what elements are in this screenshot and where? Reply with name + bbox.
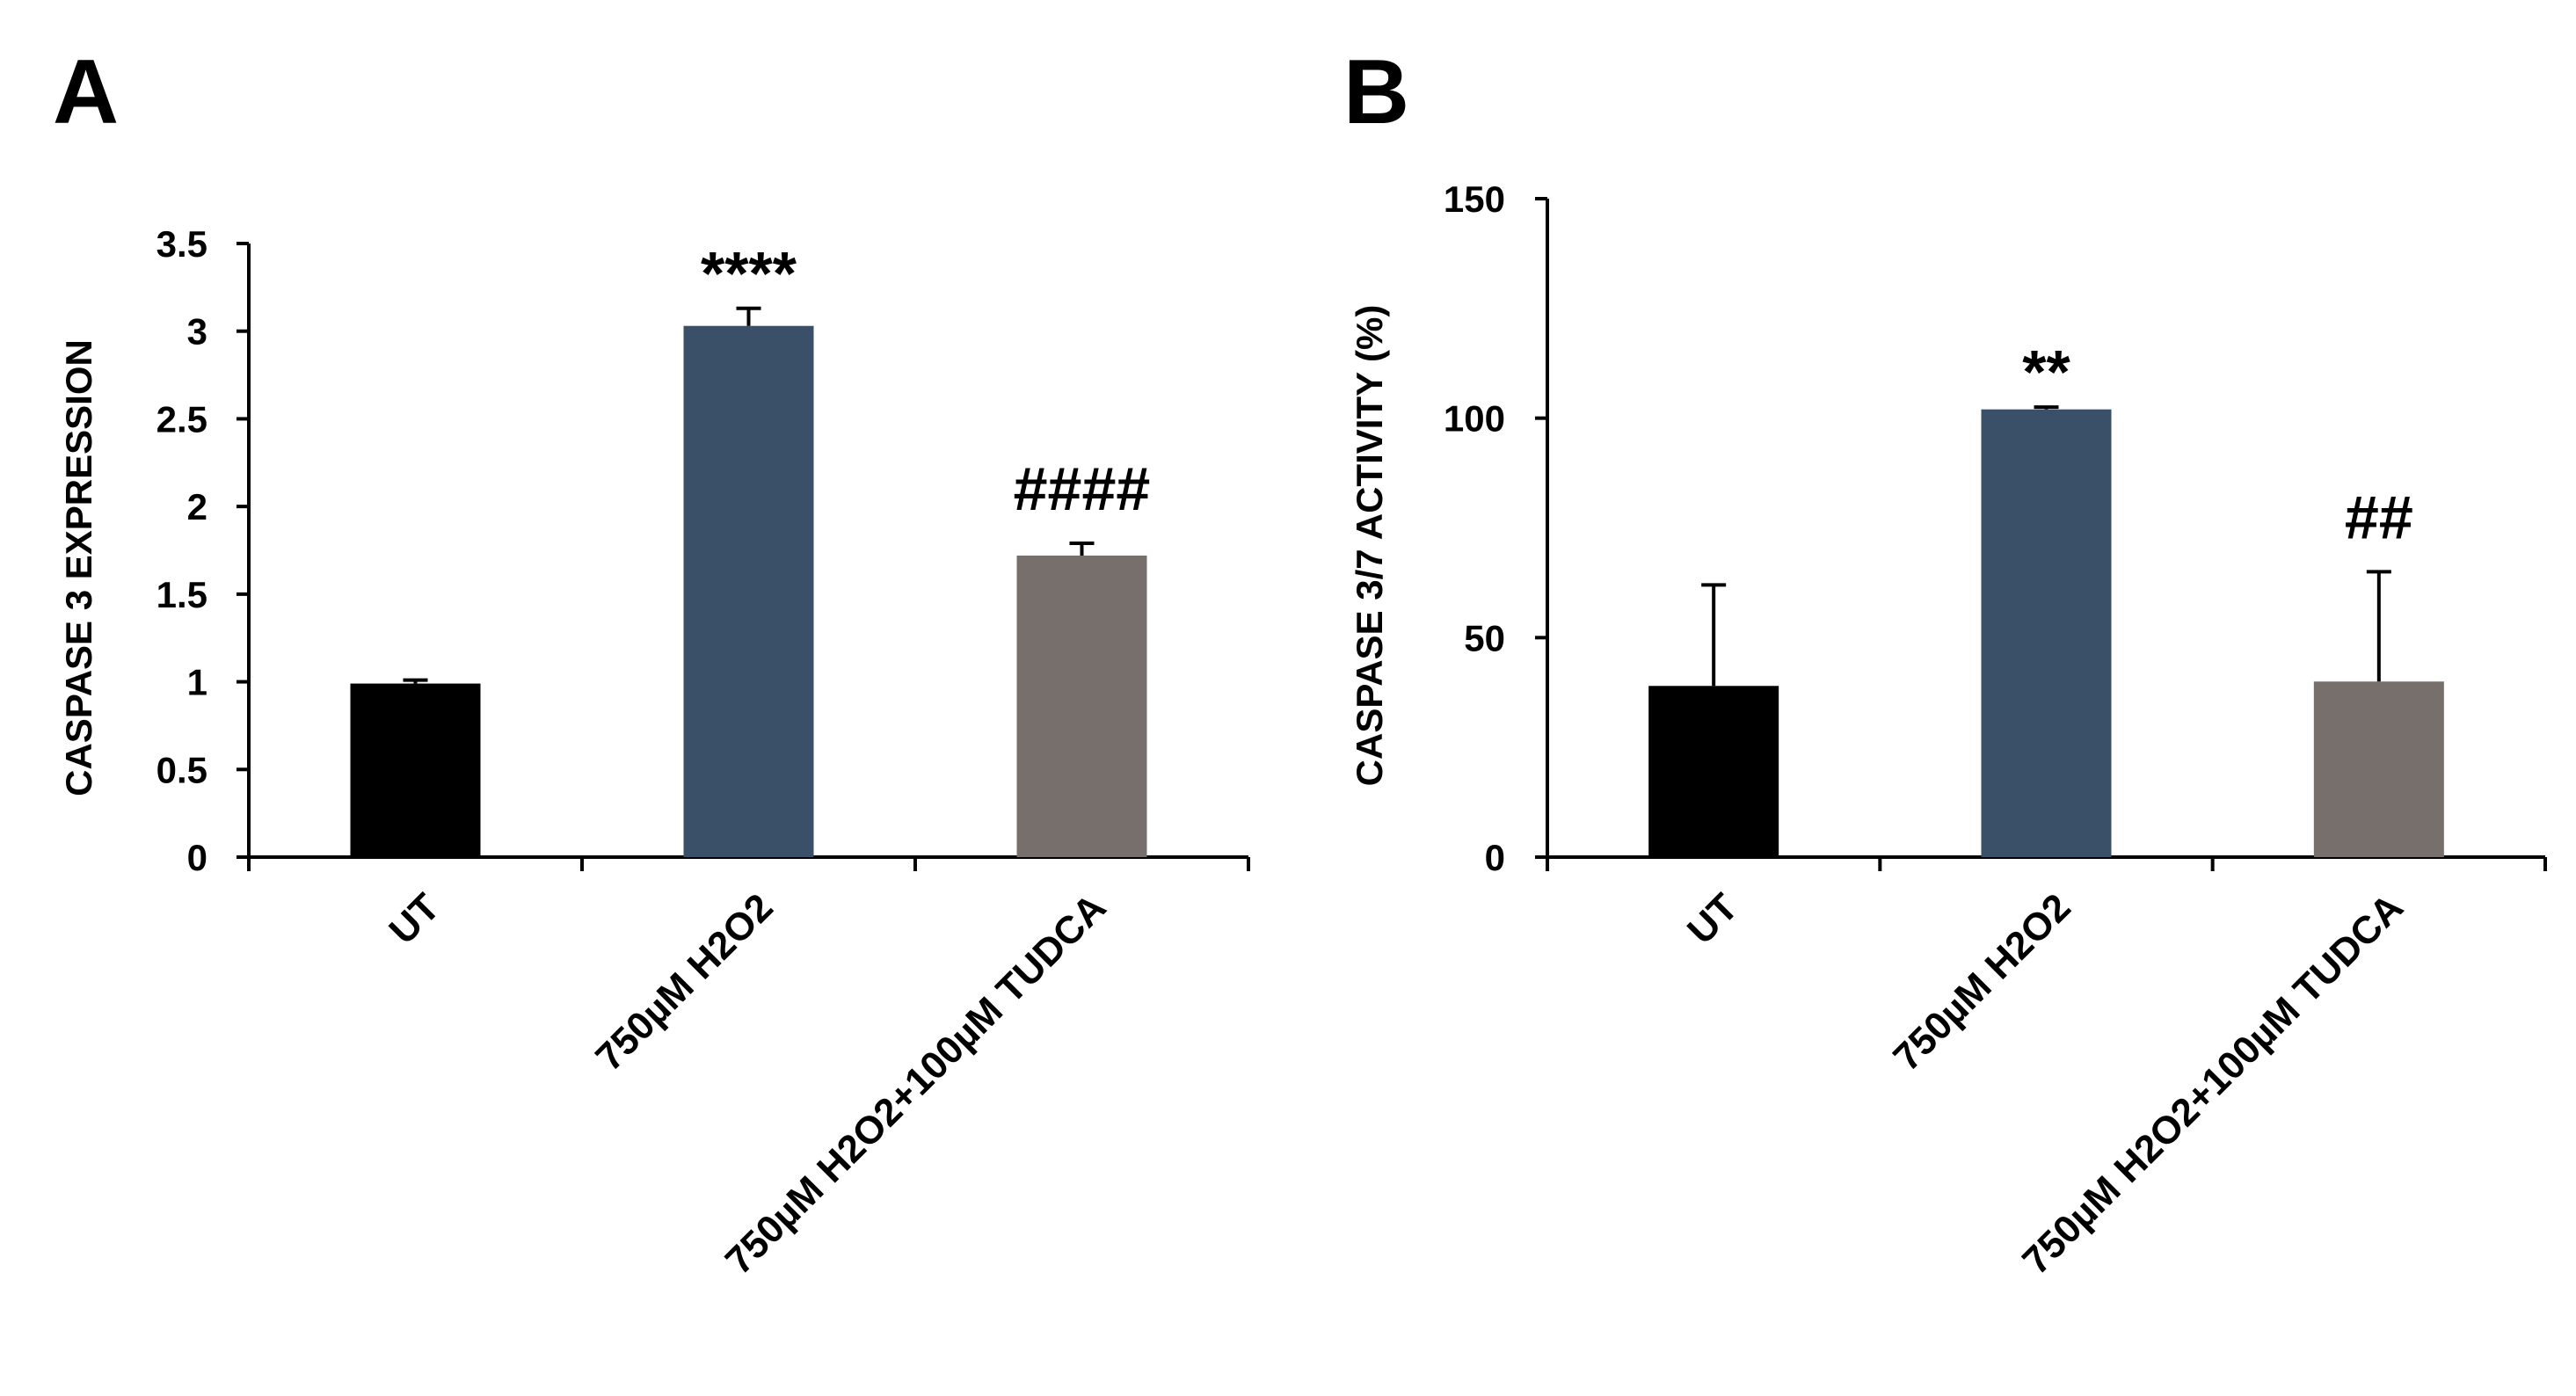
bar [1648,686,1779,857]
y-tick-label: 1 [187,662,207,703]
category-label: UT [1679,885,1746,952]
panel-b: B 0 50 100 150 CASPASE 3/7 ACTIVITY (%) UT ** 7… [1343,41,2547,1283]
category-label: 750µM H2O2+100µM TUDCA [717,885,1115,1283]
bar [2313,681,2444,857]
bar [683,325,814,857]
significance-label: #### [1014,454,1151,523]
y-axis-label: CASPASE 3/7 ACTIVITY (%) [1349,305,1390,787]
category-label: UT [381,885,448,952]
y-tick-label: 2 [187,486,207,527]
category-label: 750µM H2O2 [1885,885,2078,1079]
significance-label: ** [2022,338,2070,406]
y-tick-label: 1.5 [156,574,207,615]
category-label: 750µM H2O2+100µM TUDCA [2014,885,2412,1283]
bar [1981,409,2112,857]
category-label: 750µM H2O2 [587,885,781,1079]
y-tick-label: 0 [1485,837,1505,878]
panel-a: A 0 0.5 1 1.5 2 2.5 3 3.5 CASPASE 3 EXPRESSION UT… [53,41,1250,1283]
significance-label: ## [2345,483,2413,551]
panel-a-label: A [53,41,119,143]
y-tick-label: 0.5 [156,749,207,790]
y-tick-label: 0 [187,837,207,878]
y-tick-label: 50 [1464,617,1505,658]
y-axis-label: CASPASE 3 EXPRESSION [58,339,99,796]
bar [1016,555,1147,857]
significance-label: **** [701,239,797,308]
bar [350,683,481,857]
panel-b-label: B [1343,41,1409,143]
y-tick-label: 2.5 [156,398,207,440]
y-tick-label: 100 [1444,398,1505,440]
y-tick-label: 3 [187,311,207,353]
y-tick-label: 150 [1444,178,1505,220]
y-tick-label: 3.5 [156,223,207,265]
